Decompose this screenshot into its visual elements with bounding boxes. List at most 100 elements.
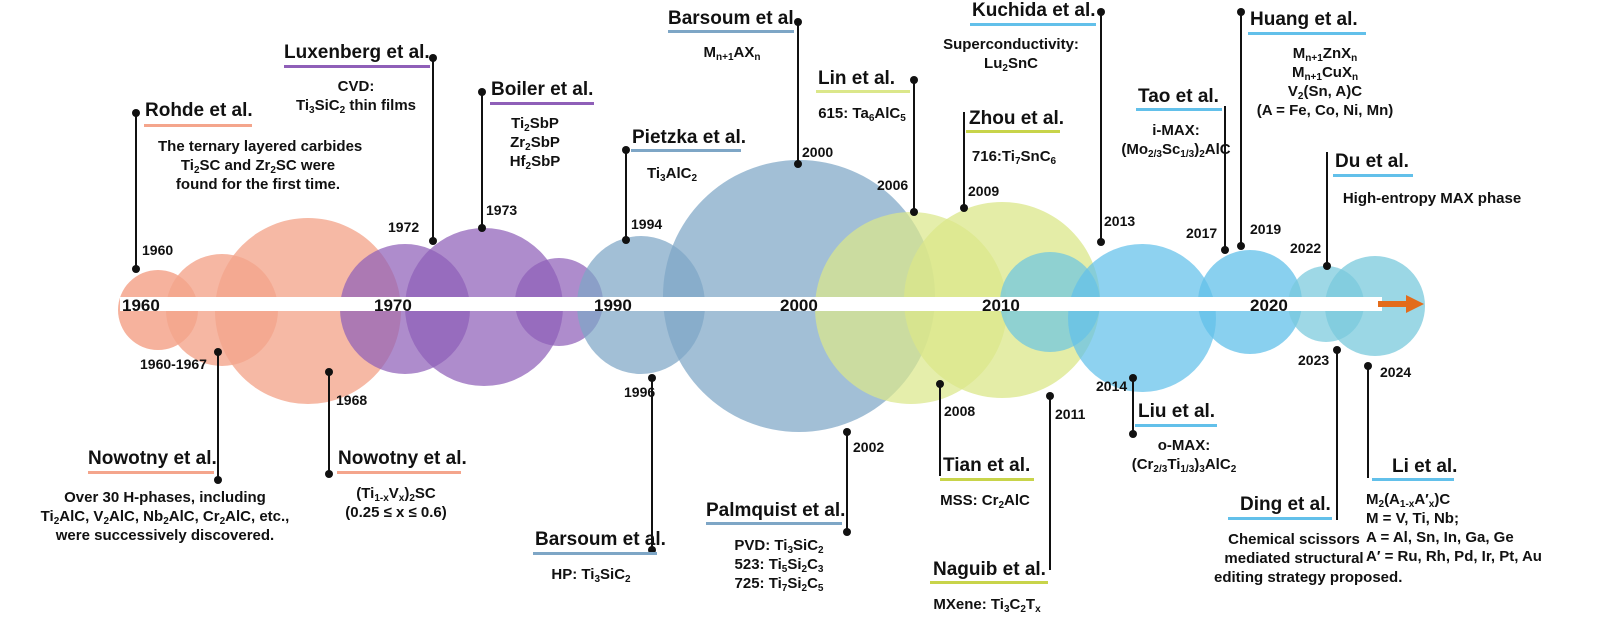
author-underline (966, 130, 1060, 133)
event-author: Barsoum et al. (668, 8, 799, 29)
description-line: MXene: Ti3C2Tx (933, 596, 1041, 615)
description-line: (A = Fe, Co, Ni, Mn) (1256, 102, 1394, 119)
description-line: High-entropy MAX phase (1342, 190, 1522, 207)
description-line: 725: Ti7Si2C5 (734, 575, 824, 594)
author-underline (631, 149, 741, 152)
event-description: PVD: Ti3SiC2 523: Ti5Si2C3 725: Ti7Si2C5 (718, 536, 840, 594)
event-author: Luxenberg et al. (284, 42, 430, 63)
event-description: Superconductivity: Lu2SnC (936, 35, 1086, 74)
author-underline (816, 90, 910, 93)
event-description: Ti2SbP Zr2SbP Hf2SbP (492, 114, 578, 172)
description-line: Mn+1AXn (703, 44, 761, 63)
event-description: CVD: Ti3SiC2 thin films (276, 77, 436, 116)
event-year: 2000 (802, 144, 834, 160)
description-line: 615: Ta6AlC5 (818, 105, 906, 124)
description-line: A′ = Ru, Rh, Pd, Ir, Pt, Au (1366, 548, 1542, 565)
description-line: i-MAX: (1152, 122, 1200, 139)
author-underline (930, 581, 1048, 584)
event-description: o-MAX: (Cr2/3Ti1/3)3AlC2 (1116, 436, 1252, 475)
event-year: 1994 (631, 216, 663, 232)
description-line: (0.25 ≤ x ≤ 0.6) (345, 504, 447, 521)
timeline-axis (120, 297, 1382, 311)
axis-label-1970: 1970 (374, 296, 412, 315)
event-year: 2006 (877, 177, 909, 193)
description-line: Superconductivity: (943, 36, 1079, 53)
event-author: Ding et al. (1240, 494, 1331, 515)
description-line: M2(A1-xA′x)C (1366, 491, 1451, 510)
description-line: A = Al, Sn, In, Ga, Ge (1366, 529, 1514, 546)
description-line: (Ti1-xVx)2SC (356, 485, 436, 504)
description-line: were successively discovered. (55, 527, 275, 544)
description-line: V2(Sn, A)C (1287, 83, 1363, 102)
description-line: CVD: (337, 78, 375, 95)
event-year: 2011 (1055, 406, 1086, 422)
event-year: 2023 (1298, 352, 1330, 368)
event-year: 2019 (1250, 221, 1282, 237)
axis-label-2010: 2010 (982, 296, 1020, 315)
event-year: 2008 (944, 403, 976, 419)
description-line: Chemical scissors (1228, 531, 1360, 548)
description-line: o-MAX: (1157, 437, 1211, 454)
author-underline (1135, 424, 1217, 427)
event-description: Mn+1AXn (696, 43, 768, 63)
author-underline (706, 522, 842, 525)
event-author: Zhou et al. (969, 108, 1064, 129)
description-line: Mn+1CuXn (1291, 64, 1359, 83)
author-underline (88, 471, 214, 474)
description-line: The ternary layered carbides (158, 138, 363, 155)
description-line: HP: Ti3SiC2 (551, 566, 631, 585)
description-line: PVD: Ti3SiC2 (734, 537, 824, 556)
event-year: 2024 (1380, 364, 1412, 380)
event-description: (Ti1-xVx)2SC (0.25 ≤ x ≤ 0.6) (314, 484, 478, 522)
description-line: Over 30 H-phases, including (64, 489, 266, 506)
event-author: Du et al. (1335, 151, 1409, 172)
event-year: 1973 (486, 202, 518, 218)
event-author: Li et al. (1392, 456, 1458, 477)
description-line: 523: Ti5Si2C3 (734, 556, 824, 575)
event-description: Chemical scissors mediated structural edit… (1214, 530, 1402, 587)
event-description: MSS: Cr2AlC (930, 491, 1040, 511)
author-underline (1228, 517, 1332, 520)
axis-label-1960: 1960 (122, 296, 160, 315)
event-year: 1996 (624, 384, 656, 400)
event-description: HP: Ti3SiC2 (536, 565, 646, 585)
author-underline (284, 65, 430, 68)
event-author: Nowotny et al. (338, 448, 467, 469)
description-line: Zr2SbP (510, 134, 560, 153)
author-underline (533, 552, 657, 555)
author-underline (490, 102, 594, 105)
author-underline (970, 23, 1096, 26)
event-description: Ti3AlC2 (632, 164, 712, 184)
event-description: i-MAX: (Mo2/3Sc1/3)2AlC (1112, 121, 1240, 160)
description-line: 716:Ti7SnC6 (971, 148, 1057, 167)
description-line: Ti3AlC2 (646, 165, 698, 184)
event-year: 1960-1967 (140, 356, 207, 372)
event-description: 615: Ta6AlC5 (812, 104, 912, 124)
event-author: Tao et al. (1138, 86, 1219, 107)
event-year: 1972 (388, 219, 420, 235)
event-description: Mn+1ZnXn Mn+1CuXn V2(Sn, A)C (A = Fe, Co, N… (1236, 44, 1414, 120)
author-underline (668, 30, 794, 33)
description-line: Ti2AlC, V2AlC, Nb2AlC, Cr2AlC, etc., (40, 508, 290, 527)
description-line: (Mo2/3Sc1/3)2AlC (1121, 141, 1231, 160)
event-author: Lin et al. (818, 68, 896, 89)
author-underline (1372, 478, 1454, 481)
event-year: 2014 (1096, 378, 1128, 394)
description-line: M = V, Ti, Nb; (1366, 510, 1459, 527)
event-description: High-entropy MAX phase (1332, 189, 1532, 208)
event-author: Pietzka et al. (632, 127, 747, 148)
event-year: 2013 (1104, 213, 1136, 229)
event-description: Over 30 H-phases, including Ti2AlC, V2AlC… (0, 488, 330, 545)
axis-label-2020: 2020 (1250, 296, 1288, 315)
event-description: The ternary layered carbides Ti2SC and Zr… (158, 137, 363, 194)
event-author: Palmquist et al. (706, 500, 846, 521)
event-description: MXene: Ti3C2Tx (928, 595, 1046, 615)
author-underline (1136, 108, 1222, 111)
timeline-arrow-icon (1378, 295, 1424, 313)
event-author: Nowotny et al. (88, 448, 217, 469)
author-underline (1333, 174, 1413, 177)
event-author: Rohde et al. (145, 100, 253, 121)
description-line: found for the first time. (175, 176, 341, 193)
event-year: 2022 (1290, 240, 1322, 256)
